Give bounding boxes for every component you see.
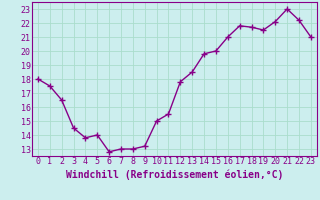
X-axis label: Windchill (Refroidissement éolien,°C): Windchill (Refroidissement éolien,°C) [66,169,283,180]
